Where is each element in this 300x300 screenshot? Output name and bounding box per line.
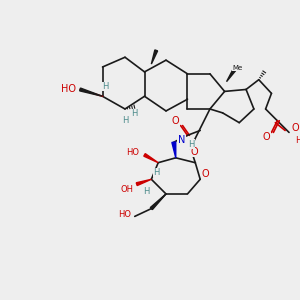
Text: OH: OH xyxy=(120,184,134,194)
Text: O: O xyxy=(201,169,209,179)
Polygon shape xyxy=(172,142,176,158)
Text: H: H xyxy=(102,82,109,91)
Text: HO: HO xyxy=(118,210,131,219)
Polygon shape xyxy=(150,194,166,210)
Text: O: O xyxy=(190,147,198,157)
Text: H: H xyxy=(153,168,159,177)
Text: H: H xyxy=(296,136,300,145)
Polygon shape xyxy=(144,154,158,163)
Text: Me: Me xyxy=(232,65,242,71)
Text: O: O xyxy=(263,132,270,142)
Polygon shape xyxy=(136,179,152,186)
Text: H: H xyxy=(143,187,150,196)
Polygon shape xyxy=(80,88,103,96)
Polygon shape xyxy=(226,69,236,82)
Text: N: N xyxy=(178,135,185,145)
Text: HO: HO xyxy=(61,85,76,94)
Text: H: H xyxy=(122,116,128,125)
Text: H: H xyxy=(188,140,195,148)
Text: HO: HO xyxy=(126,148,139,158)
Polygon shape xyxy=(152,50,158,64)
Text: H: H xyxy=(132,110,138,118)
Text: O: O xyxy=(291,122,299,133)
Text: O: O xyxy=(172,116,180,126)
